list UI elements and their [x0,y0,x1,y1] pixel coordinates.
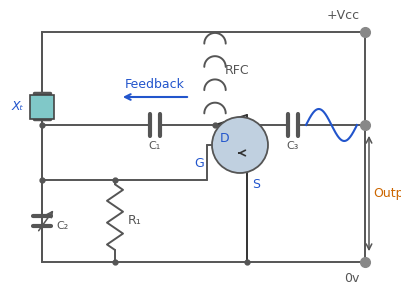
Text: Xₜ: Xₜ [12,100,24,113]
Text: C₃: C₃ [286,141,298,151]
Circle shape [211,117,267,173]
Bar [30,95,54,119]
Text: S: S [251,178,259,191]
Text: C₂: C₂ [56,221,68,231]
Text: D: D [219,133,229,146]
Text: G: G [194,157,203,170]
Text: C₁: C₁ [148,141,161,151]
Text: R₁: R₁ [128,214,142,227]
Text: Feedback: Feedback [125,78,184,91]
Text: Output: Output [372,187,401,200]
Text: +Vcc: +Vcc [326,9,359,22]
Text: 0v: 0v [344,272,359,285]
Text: RFC: RFC [225,64,249,77]
